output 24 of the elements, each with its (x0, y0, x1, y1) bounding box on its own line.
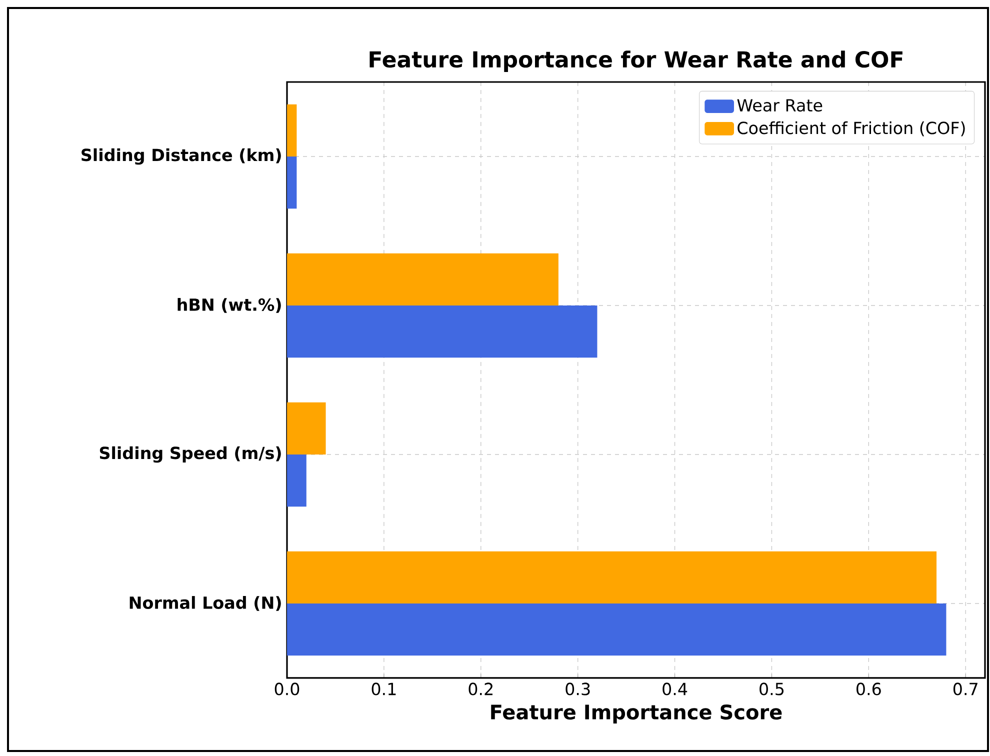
chart-title: Feature Importance for Wear Rate and COF (370, 50, 902, 72)
bar (287, 454, 306, 507)
bar (287, 603, 946, 656)
legend-label: Wear Rate (737, 99, 822, 112)
bar (287, 305, 598, 358)
x-tick-label: 0.7 (953, 682, 978, 696)
bar (287, 402, 326, 454)
bar (287, 551, 937, 604)
bar (287, 253, 558, 306)
x-tick-label: 0.0 (274, 682, 300, 696)
x-axis-title: Feature Importance Score (491, 704, 782, 724)
y-tick-label: Sliding Distance (km) (82, 148, 281, 165)
legend-label: Coefficient of Friction (COF) (738, 121, 965, 136)
x-tick-label: 0.1 (372, 682, 396, 696)
bar (287, 104, 297, 156)
y-tick-label: hBN (wt.%) (178, 298, 281, 313)
x-tick-label: 0.5 (760, 682, 784, 696)
x-tick-label: 0.3 (566, 682, 590, 696)
x-tick-label: 0.6 (856, 682, 881, 696)
x-tick-label: 0.2 (468, 682, 492, 696)
x-tick-label: 0.4 (662, 682, 688, 696)
y-tick-label: Normal Load (N) (130, 596, 281, 611)
bar (287, 156, 297, 209)
y-tick-label: Sliding Speed (m/s) (100, 446, 281, 463)
